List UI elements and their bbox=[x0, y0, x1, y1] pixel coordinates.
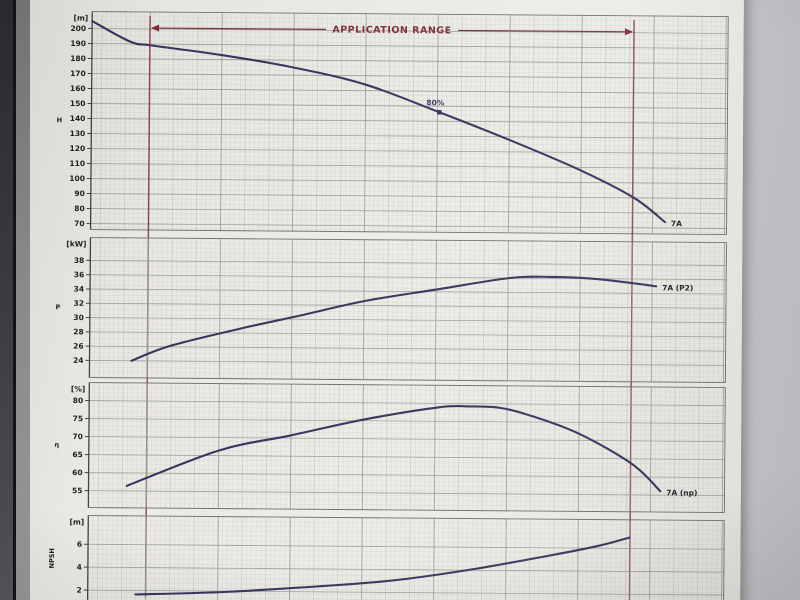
svg-text:150: 150 bbox=[70, 99, 86, 108]
svg-text:120: 120 bbox=[69, 144, 85, 153]
efficiency-annotation: 80% bbox=[426, 98, 445, 107]
svg-text:80: 80 bbox=[73, 396, 84, 405]
axis-letter: P bbox=[56, 303, 61, 311]
photo-left-dark-edge bbox=[0, 0, 15, 600]
svg-text:36: 36 bbox=[74, 270, 85, 279]
svg-text:100: 100 bbox=[69, 174, 85, 183]
svg-text:38: 38 bbox=[74, 256, 85, 265]
svg-text:24: 24 bbox=[73, 356, 84, 365]
svg-text:70: 70 bbox=[74, 219, 85, 228]
arrowhead-right-icon bbox=[624, 28, 633, 36]
svg-text:[%]: [%] bbox=[71, 384, 85, 393]
svg-text:34: 34 bbox=[74, 284, 85, 293]
curve-7a-np- bbox=[125, 404, 662, 493]
axis-letter: NPSH bbox=[48, 548, 56, 568]
curve-label: 7A bbox=[671, 219, 682, 228]
chart-1: 38 36 34 32 30 28 26 24 [kW] P 7A (P2) bbox=[56, 237, 727, 384]
chart-3-grid bbox=[87, 515, 725, 600]
curve-label: 7A (np) bbox=[666, 488, 697, 497]
svg-text:190: 190 bbox=[70, 39, 86, 48]
svg-text:200: 200 bbox=[70, 24, 86, 33]
chart-2-grid bbox=[88, 382, 726, 513]
svg-text:110: 110 bbox=[69, 159, 85, 168]
photo-left-gray-strip bbox=[16, 0, 30, 600]
application-range-label: APPLICATION RANGE bbox=[332, 24, 451, 36]
svg-text:32: 32 bbox=[73, 299, 84, 308]
svg-text:130: 130 bbox=[70, 129, 86, 138]
charts-root: 200 190 180 170 160 150 140 130 120 110 100 90 80 70 [… bbox=[48, 11, 729, 600]
chart-3: 6 4 2 [m] NPSH bbox=[48, 515, 725, 600]
chart-0: 200 190 180 170 160 150 140 130 120 110 100 90 80 70 [… bbox=[57, 11, 729, 236]
svg-text:170: 170 bbox=[70, 69, 86, 78]
efficiency-marker-icon bbox=[437, 110, 442, 115]
svg-text:65: 65 bbox=[72, 450, 83, 459]
svg-text:28: 28 bbox=[73, 327, 84, 336]
curve-label: 7A (P2) bbox=[662, 283, 693, 292]
svg-text:90: 90 bbox=[74, 189, 85, 198]
curve-7a bbox=[91, 19, 666, 224]
photo-left-edge-line bbox=[13, 0, 16, 600]
svg-text:55: 55 bbox=[72, 486, 83, 495]
svg-text:4: 4 bbox=[77, 563, 82, 572]
svg-text:80: 80 bbox=[74, 204, 85, 213]
chart-1-grid bbox=[89, 237, 727, 383]
svg-text:[m]: [m] bbox=[70, 517, 85, 526]
svg-text:[kW]: [kW] bbox=[66, 239, 86, 248]
svg-text:6: 6 bbox=[77, 540, 82, 549]
svg-text:140: 140 bbox=[70, 114, 86, 123]
axis-letter: η bbox=[55, 441, 60, 449]
svg-text:75: 75 bbox=[73, 414, 84, 423]
svg-text:70: 70 bbox=[72, 432, 83, 441]
svg-text:2: 2 bbox=[76, 586, 81, 595]
svg-text:180: 180 bbox=[70, 54, 86, 63]
axis-letter: H bbox=[57, 116, 63, 124]
arrowhead-left-icon bbox=[151, 24, 160, 32]
svg-text:30: 30 bbox=[73, 313, 84, 322]
chart-2: 80 75 70 65 60 55 [%] η 7A (np) bbox=[55, 382, 726, 514]
svg-text:26: 26 bbox=[73, 342, 84, 351]
curve-npsh bbox=[134, 536, 631, 596]
svg-text:60: 60 bbox=[72, 468, 83, 477]
svg-text:[m]: [m] bbox=[73, 13, 88, 22]
svg-text:160: 160 bbox=[70, 84, 86, 93]
curve-7a-p2- bbox=[130, 275, 658, 362]
